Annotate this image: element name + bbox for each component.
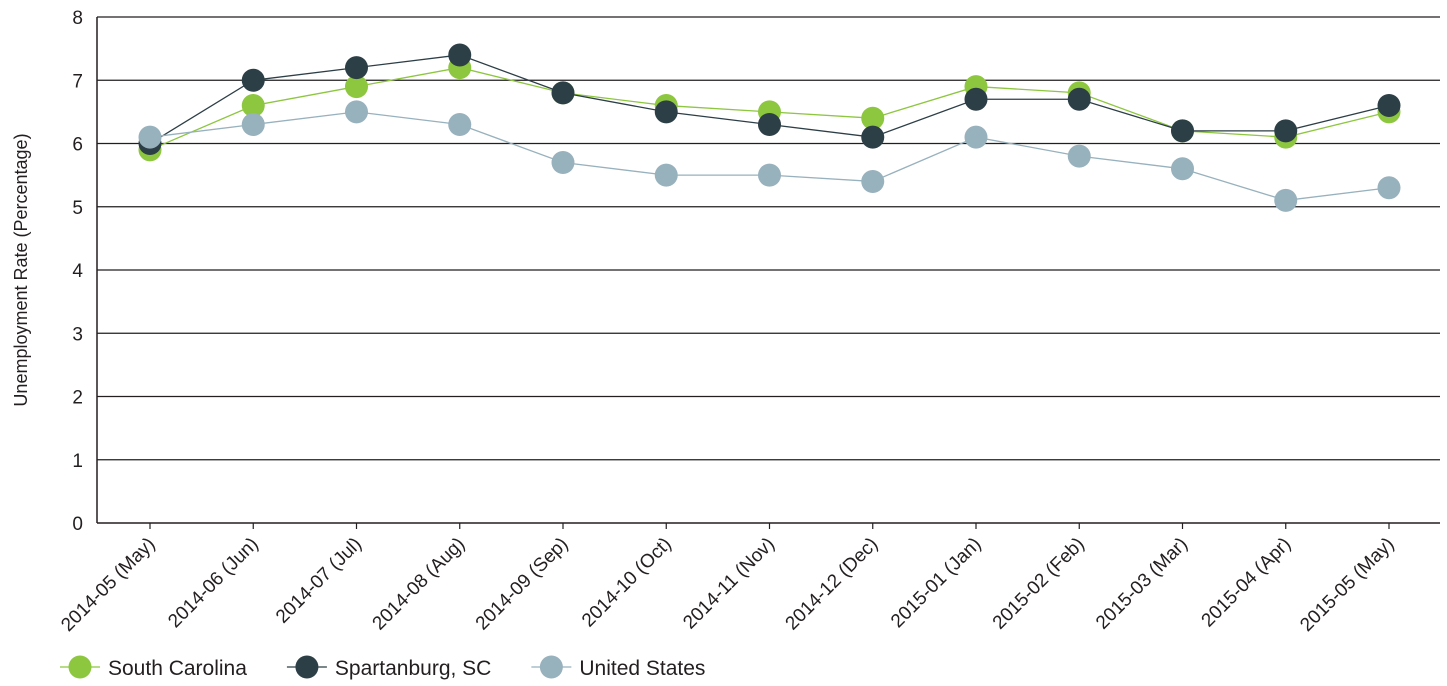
x-tick-label: 2014-07 (Jul) bbox=[272, 534, 366, 628]
data-point bbox=[345, 75, 368, 99]
data-point bbox=[345, 56, 368, 80]
data-point bbox=[241, 68, 265, 92]
x-tick-label: 2014-06 (Jun) bbox=[164, 534, 262, 632]
x-tick-label: 2014-11 (Nov) bbox=[679, 534, 779, 634]
legend-marker bbox=[68, 655, 92, 679]
legend-item: United States bbox=[531, 655, 705, 680]
series-group bbox=[138, 43, 1401, 212]
data-point bbox=[551, 150, 575, 174]
x-tick-label: 2015-02 (Feb) bbox=[989, 534, 1089, 634]
data-point bbox=[1274, 188, 1298, 212]
data-point bbox=[654, 163, 678, 187]
data-point bbox=[964, 125, 988, 149]
data-point bbox=[1377, 94, 1401, 118]
data-point bbox=[861, 106, 885, 130]
legend-label: United States bbox=[579, 657, 705, 680]
x-tick-label: 2014-08 (Aug) bbox=[369, 534, 470, 635]
series-0 bbox=[138, 56, 1401, 162]
x-tick-label: 2015-03 (Mar) bbox=[1092, 534, 1192, 634]
y-tick-label: 3 bbox=[72, 324, 83, 345]
legend-item: South Carolina bbox=[60, 655, 247, 680]
y-tick-label: 5 bbox=[72, 198, 83, 219]
data-point bbox=[1067, 87, 1091, 111]
series-2 bbox=[138, 100, 1401, 212]
y-tick-label: 6 bbox=[72, 135, 83, 156]
legend-item: Spartanburg, SC bbox=[286, 655, 491, 680]
data-point bbox=[138, 125, 162, 149]
data-point bbox=[861, 169, 885, 193]
data-point bbox=[1171, 119, 1194, 143]
data-point bbox=[448, 43, 472, 67]
x-axis-ticks: 2014-05 (May) 2014-06 (Jun) 2014-07 (Jul) 2… bbox=[57, 523, 1399, 636]
data-point bbox=[1067, 144, 1091, 168]
data-point bbox=[861, 125, 885, 149]
axes bbox=[96, 17, 1440, 524]
series-1 bbox=[138, 43, 1401, 155]
legend-label: Spartanburg, SC bbox=[335, 657, 491, 680]
x-tick-label: 2015-01 (Jan) bbox=[887, 534, 985, 632]
data-point bbox=[551, 81, 575, 105]
y-tick-label: 1 bbox=[72, 451, 83, 472]
legend-marker bbox=[295, 655, 319, 679]
data-point bbox=[241, 113, 265, 137]
x-tick-label: 2015-04 (Apr) bbox=[1198, 534, 1296, 632]
y-tick-label: 7 bbox=[72, 71, 83, 92]
data-point bbox=[1171, 157, 1194, 181]
data-point bbox=[241, 94, 265, 118]
grid-lines bbox=[97, 16, 1440, 461]
y-axis-ticks: 0 1 2 3 4 5 6 7 8 bbox=[72, 8, 83, 535]
data-point bbox=[758, 113, 781, 137]
x-tick-label: 2014-05 (May) bbox=[57, 534, 159, 636]
x-tick-label: 2014-09 (Sep) bbox=[472, 534, 573, 635]
data-point bbox=[1274, 119, 1298, 143]
x-tick-label: 2014-12 (Dec) bbox=[782, 534, 883, 635]
data-point bbox=[654, 100, 678, 124]
y-tick-label: 8 bbox=[72, 8, 83, 29]
y-tick-label: 4 bbox=[72, 261, 83, 282]
data-point bbox=[448, 113, 472, 137]
legend-label: South Carolina bbox=[108, 657, 247, 680]
y-axis-label: Unemployment Rate (Percentage) bbox=[11, 133, 31, 406]
y-tick-label: 0 bbox=[72, 514, 83, 535]
legend: South Carolina Spartanburg, SC United Stat… bbox=[60, 655, 705, 680]
data-point bbox=[964, 87, 988, 111]
data-point bbox=[1377, 176, 1401, 200]
legend-marker bbox=[539, 655, 563, 679]
x-tick-label: 2014-10 (Oct) bbox=[578, 534, 676, 632]
data-point bbox=[758, 163, 781, 187]
data-point bbox=[345, 100, 368, 124]
x-tick-label: 2015-05 (May) bbox=[1296, 534, 1398, 636]
y-tick-label: 2 bbox=[72, 388, 83, 409]
